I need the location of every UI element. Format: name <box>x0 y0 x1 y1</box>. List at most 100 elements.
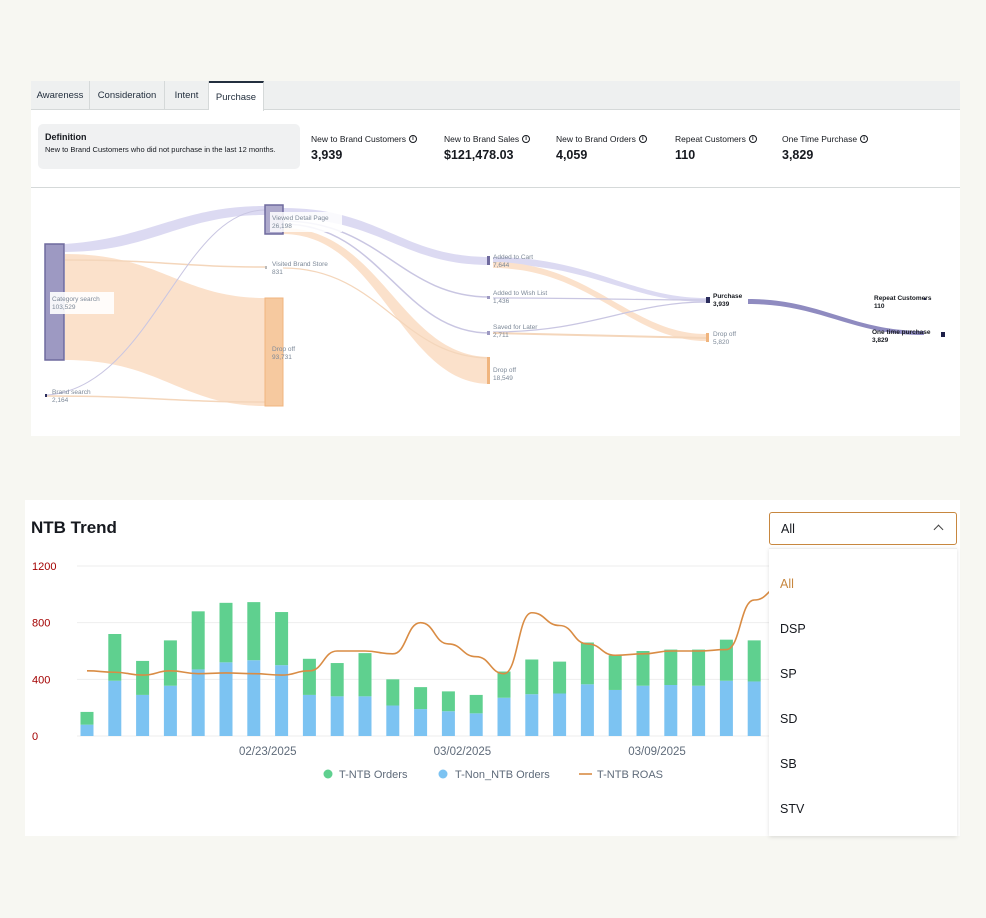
node-repeat-customers[interactable] <box>924 298 926 300</box>
bar-non-ntb-orders[interactable] <box>108 680 122 736</box>
bar-ntb-orders[interactable] <box>275 612 289 666</box>
node-drop-off-2[interactable] <box>487 357 490 384</box>
bar-ntb-orders[interactable] <box>692 649 706 686</box>
bar-non-ntb-orders[interactable] <box>275 665 289 736</box>
tab-consideration[interactable]: Consideration <box>90 81 165 110</box>
node-label: Added to Cart <box>493 254 533 261</box>
ntb-trend-chart: 0 400 800 1200 02/23/2025 03/02/2025 03/09/20… <box>32 561 789 781</box>
bar-non-ntb-orders[interactable] <box>719 680 733 736</box>
menu-option-sp[interactable]: SP <box>780 667 797 681</box>
node-drop-off-3[interactable] <box>706 333 709 342</box>
bar-ntb-orders[interactable] <box>302 658 316 695</box>
bar-ntb-orders[interactable] <box>386 679 400 706</box>
bar-ntb-orders[interactable] <box>136 660 150 695</box>
bar-non-ntb-orders[interactable] <box>219 662 233 736</box>
bar-ntb-orders[interactable] <box>219 602 233 663</box>
bar-ntb-orders[interactable] <box>163 640 177 686</box>
menu-option-all[interactable]: All <box>780 577 794 591</box>
bar-ntb-orders[interactable] <box>664 649 678 685</box>
info-icon[interactable]: i <box>748 135 757 143</box>
funnel-tabbar: Awareness Consideration Intent Purchase <box>31 81 960 111</box>
bar-non-ntb-orders[interactable] <box>330 696 344 736</box>
channel-select[interactable]: All <box>769 512 957 545</box>
chevron-up-icon <box>933 524 944 535</box>
bar-non-ntb-orders[interactable] <box>414 709 428 736</box>
bar-ntb-orders[interactable] <box>414 687 428 710</box>
bar-non-ntb-orders[interactable] <box>191 669 205 736</box>
bar-ntb-orders[interactable] <box>747 640 761 682</box>
chart-title: NTB Trend <box>31 518 117 537</box>
node-added-to-wish[interactable] <box>487 296 490 299</box>
flow-store-to-dropoff <box>282 267 491 359</box>
info-icon[interactable]: i <box>860 135 869 143</box>
bar-non-ntb-orders[interactable] <box>302 694 316 736</box>
node-label: Visited Brand Store <box>272 261 328 268</box>
y-tick-label: 400 <box>32 674 50 686</box>
tab-awareness[interactable]: Awareness <box>31 81 90 110</box>
channel-dropdown-menu: All DSP SP SD SB STV <box>769 548 957 836</box>
definition-text: New to Brand Customers who did not purch… <box>45 145 276 154</box>
tab-intent[interactable]: Intent <box>165 81 209 110</box>
node-visited-store[interactable] <box>265 266 267 269</box>
bar-ntb-orders[interactable] <box>358 653 372 697</box>
bar-ntb-orders[interactable] <box>636 651 650 686</box>
bar-non-ntb-orders[interactable] <box>664 685 678 736</box>
x-axis: 02/23/2025 03/02/2025 03/09/2025 <box>239 746 686 758</box>
definition-title: Definition <box>45 132 87 142</box>
bar-non-ntb-orders[interactable] <box>80 724 94 736</box>
bar-non-ntb-orders[interactable] <box>525 694 539 736</box>
node-label: Repeat Customers <box>874 295 932 302</box>
node-one-time-purchase[interactable] <box>941 332 945 337</box>
bar-non-ntb-orders[interactable] <box>553 693 567 737</box>
bar-non-ntb-orders[interactable] <box>636 685 650 736</box>
node-label: Category search <box>52 296 100 303</box>
bar-non-ntb-orders[interactable] <box>247 660 261 736</box>
bar-ntb-orders[interactable] <box>108 634 122 681</box>
node-label: Purchase <box>713 293 743 300</box>
info-icon[interactable]: i <box>638 135 647 143</box>
flow-wish-to-purchase <box>492 297 707 301</box>
bar-ntb-orders[interactable] <box>497 671 511 698</box>
bar-ntb-orders[interactable] <box>247 602 261 661</box>
bar-non-ntb-orders[interactable] <box>692 685 706 736</box>
bar-ntb-orders[interactable] <box>441 691 455 712</box>
node-saved-for-later[interactable] <box>487 331 490 335</box>
bar-non-ntb-orders[interactable] <box>386 705 400 736</box>
node-added-to-cart[interactable] <box>487 256 490 265</box>
bar-ntb-orders[interactable] <box>330 663 344 697</box>
bar-ntb-orders[interactable] <box>469 694 483 714</box>
x-tick-label: 03/02/2025 <box>434 746 492 758</box>
info-icon[interactable]: i <box>408 135 417 143</box>
bar-non-ntb-orders[interactable] <box>747 681 761 736</box>
menu-option-stv[interactable]: STV <box>780 802 805 816</box>
bar-non-ntb-orders[interactable] <box>358 696 372 736</box>
flow-saved-to-dropoff <box>492 332 707 339</box>
node-drop-off-1[interactable] <box>264 297 284 407</box>
node-brand-search[interactable] <box>45 394 47 397</box>
menu-option-dsp[interactable]: DSP <box>780 622 806 636</box>
bar-non-ntb-orders[interactable] <box>608 689 622 736</box>
menu-option-sd[interactable]: SD <box>780 712 798 726</box>
bar-ntb-orders[interactable] <box>608 655 622 690</box>
node-label: Brand search <box>52 389 91 396</box>
tab-purchase[interactable]: Purchase <box>209 81 264 111</box>
menu-option-sb[interactable]: SB <box>780 757 797 771</box>
ntb-trend-panel: 0 400 800 1200 02/23/2025 03/02/2025 03/09/20… <box>25 500 960 836</box>
info-icon[interactable]: i <box>522 135 531 143</box>
roas-line[interactable] <box>86 585 783 676</box>
bar-non-ntb-orders[interactable] <box>441 711 455 736</box>
bar-ntb-orders[interactable] <box>553 661 567 694</box>
bar-ntb-orders[interactable] <box>80 711 94 725</box>
bar-ntb-orders[interactable] <box>719 639 733 681</box>
bar-ntb-orders[interactable] <box>580 642 594 685</box>
bar-non-ntb-orders[interactable] <box>469 713 483 736</box>
bar-ntb-orders[interactable] <box>525 659 539 695</box>
bar-non-ntb-orders[interactable] <box>136 694 150 736</box>
flow-brand-to-dropoff <box>46 395 266 403</box>
node-purchase[interactable] <box>706 297 710 303</box>
bar-non-ntb-orders[interactable] <box>580 684 594 736</box>
bar-non-ntb-orders[interactable] <box>497 697 511 736</box>
bar-non-ntb-orders[interactable] <box>163 685 177 736</box>
bar-ntb-orders[interactable] <box>191 611 205 670</box>
y-tick-label: 800 <box>32 618 50 630</box>
